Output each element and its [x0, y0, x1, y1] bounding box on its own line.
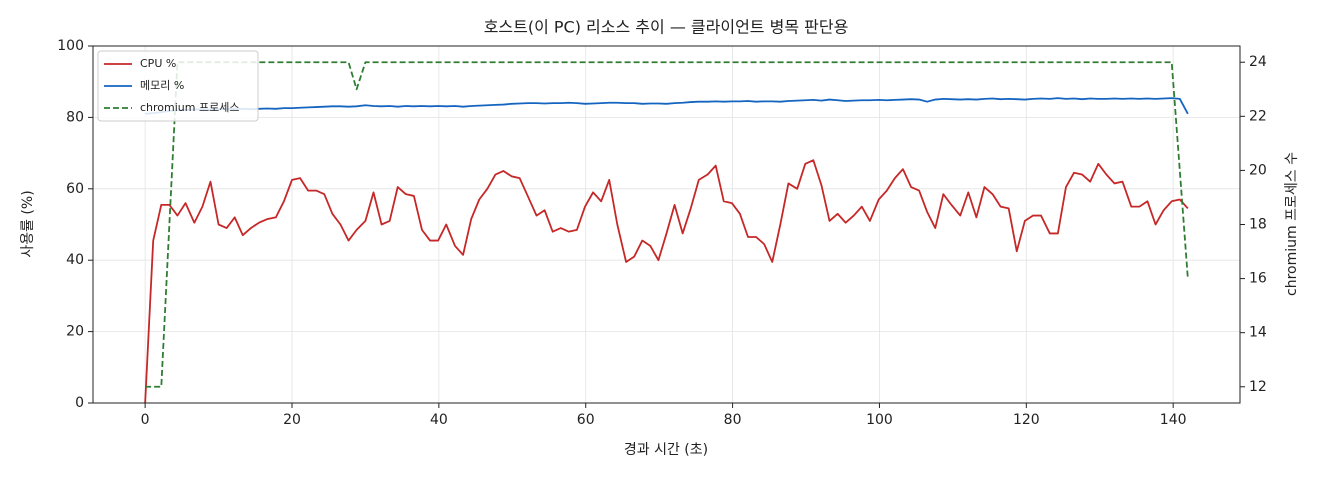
legend-label: 메모리 %	[140, 79, 184, 92]
y2-tick-label: 12	[1249, 379, 1267, 395]
line-series	[144, 159, 1189, 404]
y2-tick-label: 16	[1249, 271, 1267, 287]
y-tick-label: 100	[57, 38, 84, 54]
y2-axis-label: chromium 프로세스 수	[1284, 152, 1300, 296]
y-axis-label: 사용률 (%)	[20, 190, 36, 257]
line-series	[145, 97, 1189, 115]
x-tick-label: 20	[283, 412, 301, 428]
y-tick-label: 40	[66, 252, 84, 268]
x-axis-label: 경과 시간 (초)	[624, 442, 708, 458]
x-tick-label: 40	[430, 412, 448, 428]
y2-tick-label: 22	[1249, 108, 1267, 124]
legend-label: CPU %	[140, 57, 176, 70]
y2-tick-label: 14	[1249, 325, 1267, 341]
x-tick-label: 60	[577, 412, 595, 428]
x-tick-label: 80	[724, 412, 742, 428]
x-tick-label: 0	[141, 412, 150, 428]
x-tick-label: 120	[1013, 412, 1040, 428]
legend-box	[97, 50, 259, 122]
y-tick-label: 80	[66, 109, 84, 125]
x-tick-label: 140	[1160, 412, 1187, 428]
plot-frame	[92, 45, 1241, 404]
legend: CPU % 메모리 % chromium 프로세스	[97, 50, 259, 122]
chart-title: 호스트(이 PC) 리소스 추이 — 클라이언트 병목 판단용	[484, 18, 849, 37]
line-series	[145, 61, 1189, 388]
y2-tick-label: 20	[1249, 162, 1267, 178]
y-tick-label: 60	[66, 181, 84, 197]
y2-tick-label: 18	[1249, 217, 1267, 233]
x-tick-label: 100	[866, 412, 893, 428]
y2-tick-label: 24	[1249, 54, 1267, 70]
y-tick-label: 20	[66, 324, 84, 340]
legend-label: chromium 프로세스	[140, 101, 239, 114]
y-tick-label: 0	[75, 395, 84, 411]
